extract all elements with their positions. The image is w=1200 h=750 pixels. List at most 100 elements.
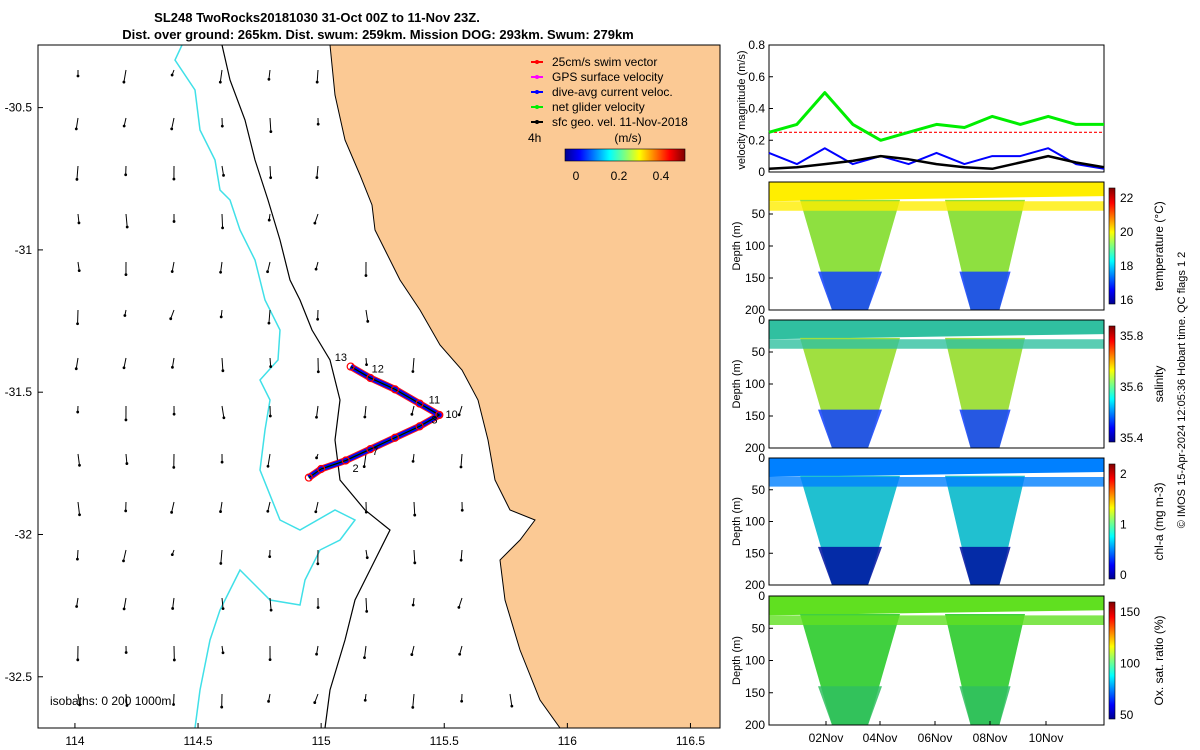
geo-vector-arrow	[364, 405, 367, 418]
geo-vector-arrow-head	[74, 127, 78, 131]
track-day-label: 2	[353, 463, 359, 475]
salinity-upper-band	[769, 339, 1104, 349]
geo-vector-arrow	[76, 165, 79, 180]
geo-vector-arrow-head	[458, 652, 462, 656]
time-tick-label: 04Nov	[863, 731, 898, 745]
geo-vector-arrow-head	[268, 658, 272, 661]
track-labels: 13 12 11 10 3 7 2	[335, 352, 458, 475]
geo-vector-arrow	[221, 405, 225, 418]
geo-vector-arrow-head	[170, 553, 174, 557]
geo-vector-arrow-head	[314, 267, 318, 271]
oxygen-colorbar-tick: 50	[1120, 708, 1134, 722]
time-tick-label: 06Nov	[918, 731, 953, 745]
depth-tick-label: 200	[745, 303, 765, 317]
geo-vector-arrow-head	[219, 315, 223, 319]
chla-dive-deep-2	[959, 546, 1011, 585]
map-y-axis: -30.5 -31 -31.5 -32 -32.5	[5, 101, 43, 684]
map-x-axis: 114 114.5 115 115.5 116 116.5	[65, 723, 705, 748]
geo-vector-arrow	[458, 405, 463, 415]
geo-vector-arrow-head	[172, 177, 176, 181]
legend-marker-gps	[535, 75, 539, 79]
legend-marker-swim	[535, 60, 539, 64]
geo-vector-arrow	[123, 549, 127, 561]
surface-fix-marker	[390, 385, 400, 394]
oxygen-dive-deep-1	[818, 686, 882, 725]
geo-vector-arrow-head	[172, 703, 175, 706]
depth-tick-label: 200	[745, 578, 765, 592]
geo-vector-arrow	[509, 693, 513, 707]
chla-upper-band	[769, 477, 1104, 487]
geo-vector-arrow-head	[221, 226, 224, 230]
geo-vector-arrow-head	[460, 508, 464, 512]
geo-vector-arrow	[220, 549, 223, 564]
geo-vector-arrow-head	[170, 127, 174, 131]
map-y-tick-label: -31.5	[5, 385, 33, 399]
geo-vector-arrow	[75, 357, 79, 369]
geo-vector-arrow	[316, 405, 319, 418]
geo-vector-arrow-head	[78, 463, 81, 467]
map-x-tick-label: 116.5	[676, 734, 705, 748]
geo-vector-arrow-head	[122, 366, 126, 370]
geo-vector-arrow	[460, 549, 463, 561]
geo-vector-arrow-head	[169, 317, 173, 321]
geo-vector-arrow	[413, 549, 416, 563]
coastline-detail	[329, 45, 561, 728]
salinity-colorbar-tick: 35.4	[1120, 431, 1144, 445]
geo-vector-arrow-head	[220, 124, 224, 128]
geo-vector-arrow-head	[76, 74, 80, 78]
geo-vector-arrow-head	[122, 80, 126, 84]
geo-vector-arrow-head	[122, 607, 126, 611]
depth-tick-label: 100	[745, 515, 765, 529]
colorbar-tick-1: 0.2	[611, 169, 628, 183]
geo-vector-arrow-head	[76, 322, 79, 326]
geo-vector-arrow-head	[76, 658, 80, 662]
depth-tick-label: 200	[745, 718, 765, 732]
geo-vector-arrow-head	[124, 418, 128, 422]
geo-vector-arrow	[412, 693, 415, 708]
geo-vector-arrow-head	[124, 651, 128, 654]
geo-vector-arrow-head	[75, 177, 79, 181]
geo-vector-arrow-head	[315, 415, 318, 419]
track-day-label: 13	[335, 352, 347, 364]
geo-vector-arrow-head	[124, 173, 128, 177]
geo-vector-arrow-head	[457, 605, 461, 609]
geo-vector-arrow-head	[316, 370, 320, 374]
salinity-colorbar-tick: 35.8	[1120, 329, 1144, 343]
geo-vector-arrow	[411, 645, 415, 655]
geo-vector-arrow-head	[77, 221, 81, 225]
geo-vector-arrow-head	[219, 510, 222, 513]
geo-vector-arrow-head	[457, 413, 461, 417]
depth-tick-label: 150	[745, 546, 765, 560]
temperature-upper-band	[769, 201, 1104, 211]
geo-vector-arrow-head	[170, 73, 174, 77]
chla-colorbar-tick: 2	[1120, 467, 1127, 481]
geo-vector-arrow-head	[364, 510, 368, 514]
temperature-colorbar-label: temperature (°C)	[1152, 201, 1166, 291]
track-day-label: 12	[372, 363, 384, 375]
surface-fix-marker	[390, 433, 400, 442]
land-area	[330, 45, 720, 728]
salinity-section-panel: 0 50 100 150 200 Depth (m) 35.4 35.6 35.8 salinit…	[731, 313, 1166, 455]
geo-vector-arrow-head	[267, 77, 271, 81]
geo-vector-arrow-head	[219, 270, 223, 274]
geo-vector-arrow	[365, 309, 369, 322]
time-tick-label: 10Nov	[1029, 731, 1064, 745]
geo-vector-arrow-head	[316, 562, 320, 566]
depth-tick-label: 100	[745, 654, 765, 668]
geo-vector-arrow	[76, 597, 79, 607]
chla-colorbar	[1108, 463, 1116, 580]
chla-colorbar-tick: 0	[1120, 568, 1127, 582]
geo-vector-arrow	[220, 261, 223, 273]
geo-vector-arrow-head	[125, 225, 129, 229]
velocity-y-tick-label: 0.2	[748, 133, 765, 147]
geo-vector-arrow	[315, 501, 319, 512]
geo-vector-arrow-head	[77, 269, 81, 273]
geo-vector-arrow-head	[363, 698, 367, 702]
chla-colorbar-tick: 1	[1120, 518, 1127, 532]
geo-vector-arrow	[171, 117, 175, 130]
velocity-frame	[768, 44, 1105, 173]
depth-tick-label: 150	[745, 409, 765, 423]
depth-tick-label: 50	[752, 483, 766, 497]
footer-credit: © IMOS 15-Apr-2024 12:05:36 Hobart time.…	[1176, 252, 1188, 529]
